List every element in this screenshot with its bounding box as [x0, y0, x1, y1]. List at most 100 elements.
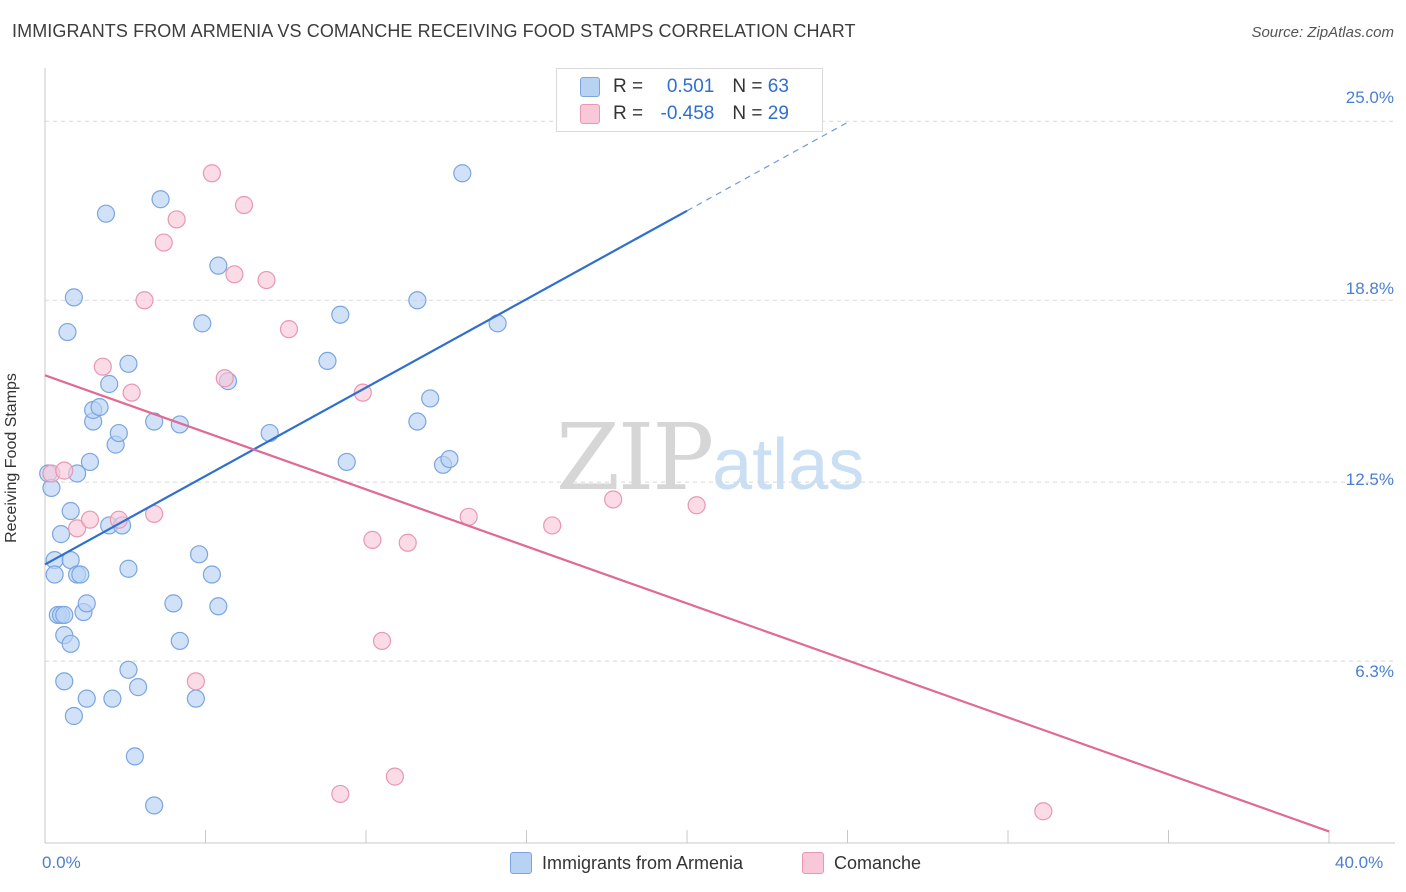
- armenia-point: [71, 565, 90, 584]
- armenia-point: [61, 501, 80, 521]
- armenia-point: [103, 689, 122, 708]
- comanche-trend-line: [44, 374, 1330, 833]
- n-value-comanche: 29: [767, 103, 789, 124]
- y-tick-label-6-3: 6.3%: [1355, 662, 1394, 681]
- comanche-point: [122, 383, 141, 402]
- armenia-point: [55, 672, 74, 691]
- r-label: R =: [613, 103, 649, 124]
- armenia-point: [51, 525, 71, 544]
- armenia-point: [186, 689, 205, 708]
- comanche-point: [93, 357, 112, 376]
- armenia-point: [90, 397, 109, 417]
- armenia-point: [151, 190, 170, 209]
- n-label: N =: [732, 103, 768, 124]
- armenia-point: [119, 354, 138, 373]
- armenia-point: [64, 706, 83, 726]
- armenia-point: [64, 288, 83, 307]
- chart-title: IMMIGRANTS FROM ARMENIA VS COMANCHE RECE…: [12, 21, 856, 41]
- n-value-armenia: 63: [767, 76, 789, 97]
- armenia-point: [128, 678, 148, 697]
- armenia-point: [453, 164, 472, 183]
- comanche-swatch: [580, 104, 600, 124]
- comanche-point: [257, 270, 276, 290]
- comanche-point: [385, 767, 404, 786]
- comanche-point: [135, 291, 154, 310]
- r-label: R =: [613, 76, 649, 97]
- n-label: N =: [732, 76, 768, 97]
- source-label: Source: ZipAtlas.com: [1251, 24, 1394, 41]
- zipatlas-watermark: ZIPatlas: [556, 404, 864, 511]
- armenia-point: [202, 565, 222, 584]
- armenia-point: [77, 689, 96, 708]
- armenia-point: [119, 660, 138, 679]
- armenia-point: [170, 631, 189, 651]
- comanche-point: [225, 265, 244, 284]
- armenia-point: [331, 305, 350, 324]
- comanche-point: [186, 672, 205, 691]
- armenia-trend-line: [44, 209, 688, 566]
- comanche-point: [543, 516, 562, 535]
- comanche-point: [279, 320, 299, 339]
- armenia-point: [145, 796, 164, 815]
- comanche-point: [372, 631, 392, 651]
- armenia-point: [408, 412, 427, 431]
- y-tick-label-12-5: 12.5%: [1345, 470, 1394, 489]
- armenia-point: [421, 389, 440, 408]
- armenia-point: [260, 423, 279, 443]
- armenia-point: [45, 565, 64, 584]
- comanche-point: [55, 461, 74, 480]
- comanche-point: [154, 233, 173, 252]
- comanche-point: [1034, 802, 1053, 821]
- watermark-atlas: atlas: [712, 425, 865, 505]
- armenia-point: [96, 204, 116, 223]
- armenia-trend-extension: [686, 121, 848, 212]
- armenia-point: [337, 452, 356, 472]
- armenia-point: [100, 374, 119, 394]
- comanche-point: [604, 490, 623, 509]
- r-value-comanche: -0.458: [660, 103, 715, 124]
- armenia-point: [170, 415, 189, 434]
- r-value-armenia: 0.501: [666, 76, 715, 97]
- armenia-point: [193, 314, 212, 333]
- x-tick-label-max: 40.0%: [1335, 853, 1384, 872]
- comanche-point: [215, 369, 234, 388]
- x-tick-label-min: 0.0%: [42, 853, 81, 872]
- armenia-point: [77, 594, 96, 613]
- legend-label-comanche: Comanche: [834, 852, 922, 873]
- armenia-point: [209, 256, 228, 275]
- armenia-point: [440, 449, 459, 469]
- y-tick-label-18-8: 18.8%: [1345, 279, 1394, 298]
- armenia-point: [55, 605, 74, 625]
- comanche-point: [167, 210, 186, 229]
- armenia-point: [61, 634, 80, 653]
- comanche-point: [353, 383, 372, 402]
- comanche-point: [80, 510, 100, 529]
- comanche-point: [331, 784, 350, 804]
- armenia-point: [119, 559, 138, 578]
- armenia-point: [125, 747, 144, 766]
- armenia-point: [189, 545, 209, 564]
- armenia-point: [58, 322, 77, 342]
- armenia-point: [164, 594, 183, 613]
- armenia-legend-swatch: [510, 852, 532, 874]
- correlation-stats-box: R = 0.501 N = 63 R = -0.458 N = 29: [556, 68, 823, 132]
- comanche-legend-swatch: [802, 852, 824, 874]
- armenia-swatch: [580, 77, 600, 97]
- armenia-point: [408, 291, 427, 310]
- legend-item-armenia[interactable]: Immigrants from Armenia: [510, 852, 743, 874]
- watermark-zip: ZIP: [556, 404, 714, 511]
- armenia-point: [209, 597, 228, 616]
- comanche-point: [398, 533, 417, 552]
- y-tick-label-25: 25.0%: [1345, 88, 1394, 107]
- comanche-point: [67, 519, 87, 538]
- legend-label-armenia: Immigrants from Armenia: [542, 852, 744, 873]
- armenia-point: [80, 452, 100, 472]
- comanche-point: [202, 164, 222, 183]
- comanche-point: [234, 195, 254, 215]
- armenia-point: [318, 351, 337, 371]
- legend-item-comanche[interactable]: Comanche: [802, 852, 921, 874]
- comanche-point: [363, 530, 382, 549]
- comanche-point: [687, 496, 706, 515]
- armenia-point: [109, 423, 128, 443]
